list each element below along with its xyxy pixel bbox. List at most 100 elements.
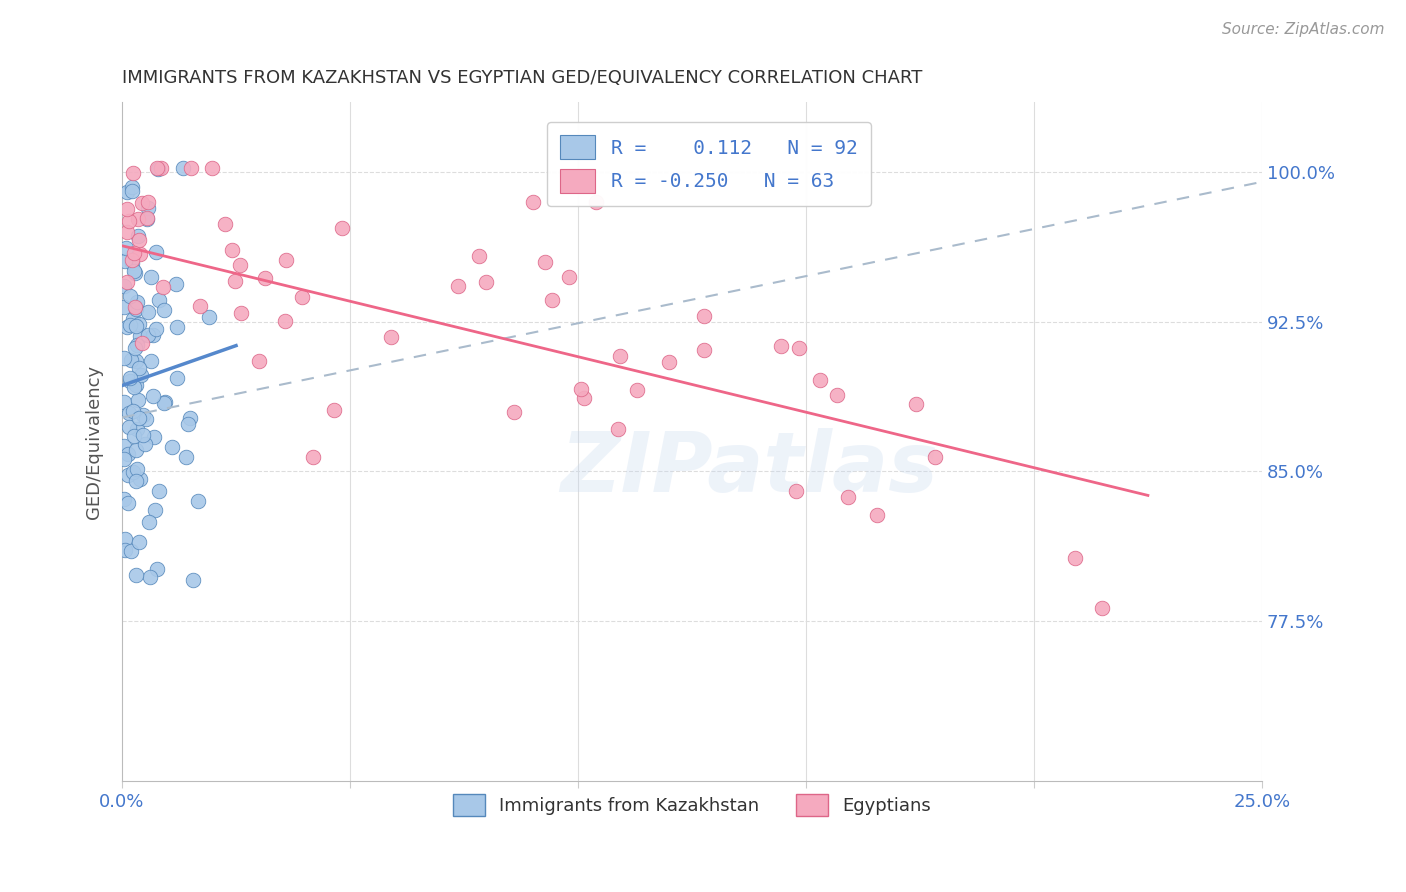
Point — [142, 328, 165, 343]
Point — [229, 258, 252, 272]
Point — [122, 264, 145, 278]
Point — [569, 382, 592, 396]
Point — [585, 194, 607, 209]
Point — [122, 312, 145, 326]
Point — [165, 277, 187, 291]
Point — [188, 299, 211, 313]
Point — [124, 266, 146, 280]
Point — [128, 246, 150, 260]
Point — [475, 275, 498, 289]
Point — [139, 354, 162, 368]
Point — [112, 452, 135, 467]
Point — [172, 161, 194, 175]
Point — [522, 194, 544, 209]
Point — [121, 180, 143, 194]
Point — [114, 542, 136, 557]
Point — [136, 201, 159, 215]
Point — [572, 391, 595, 405]
Point — [114, 533, 136, 547]
Point — [254, 271, 277, 285]
Point — [187, 494, 209, 508]
Point — [145, 322, 167, 336]
Point — [180, 161, 202, 175]
Point — [153, 396, 176, 410]
Point — [152, 280, 174, 294]
Point — [124, 341, 146, 355]
Point — [131, 336, 153, 351]
Point — [112, 300, 135, 314]
Point — [128, 233, 150, 247]
Point — [131, 196, 153, 211]
Point — [121, 256, 143, 270]
Point — [607, 422, 630, 436]
Point — [112, 492, 135, 507]
Point — [558, 269, 581, 284]
Point — [201, 161, 224, 175]
Point — [114, 253, 136, 268]
Point — [609, 349, 631, 363]
Point — [1091, 600, 1114, 615]
Point — [125, 354, 148, 368]
Point — [131, 368, 153, 382]
Point — [214, 217, 236, 231]
Point — [125, 377, 148, 392]
Point — [120, 543, 142, 558]
Point — [136, 212, 159, 227]
Point — [166, 319, 188, 334]
Point — [174, 450, 197, 464]
Point — [503, 405, 526, 419]
Point — [120, 352, 142, 367]
Point — [468, 249, 491, 263]
Point — [148, 484, 170, 499]
Point — [127, 228, 149, 243]
Point — [145, 244, 167, 259]
Point — [127, 294, 149, 309]
Point — [231, 306, 253, 320]
Point — [121, 184, 143, 198]
Point — [120, 318, 142, 333]
Point — [221, 243, 243, 257]
Point — [128, 318, 150, 332]
Point — [112, 395, 135, 409]
Point — [134, 437, 156, 451]
Point — [273, 314, 295, 328]
Point — [125, 462, 148, 476]
Text: IMMIGRANTS FROM KAZAKHSTAN VS EGYPTIAN GED/EQUIVALENCY CORRELATION CHART: IMMIGRANTS FROM KAZAKHSTAN VS EGYPTIAN G… — [122, 69, 922, 87]
Point — [128, 535, 150, 549]
Point — [138, 516, 160, 530]
Point — [447, 278, 470, 293]
Point — [136, 305, 159, 319]
Point — [153, 395, 176, 409]
Point — [658, 355, 681, 369]
Point — [112, 351, 135, 365]
Point — [224, 274, 246, 288]
Point — [124, 300, 146, 314]
Point — [115, 275, 138, 289]
Point — [1064, 550, 1087, 565]
Point — [152, 303, 174, 318]
Point — [117, 468, 139, 483]
Point — [924, 450, 946, 465]
Point — [120, 371, 142, 385]
Point — [380, 329, 402, 343]
Point — [125, 301, 148, 316]
Point — [905, 396, 928, 410]
Point — [148, 293, 170, 307]
Point — [150, 161, 173, 175]
Point — [121, 404, 143, 418]
Point — [330, 221, 353, 235]
Point — [121, 166, 143, 180]
Point — [112, 439, 135, 453]
Point — [127, 421, 149, 435]
Point — [129, 329, 152, 343]
Point — [124, 301, 146, 315]
Point — [693, 309, 716, 323]
Text: ZIPatlas: ZIPatlas — [560, 428, 938, 509]
Point — [177, 417, 200, 431]
Point — [323, 403, 346, 417]
Point — [808, 373, 831, 387]
Point — [770, 339, 793, 353]
Point — [125, 338, 148, 352]
Point — [125, 442, 148, 457]
Point — [274, 253, 297, 268]
